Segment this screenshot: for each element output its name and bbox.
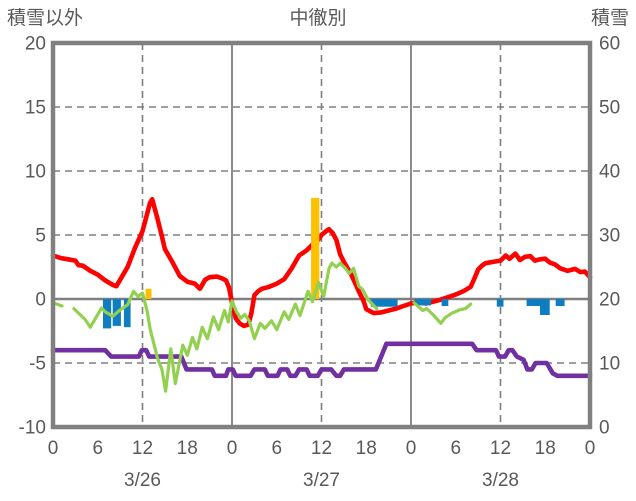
plot-border — [50, 40, 593, 430]
x-axis-tick-label: 0 — [48, 438, 59, 459]
blue-bars-bar — [441, 299, 449, 306]
right-axis-title: 積雪 — [590, 8, 629, 29]
x-axis-tick-label: 6 — [271, 438, 282, 459]
right-axis-tick-label: 0 — [599, 418, 610, 439]
right-axis-tick-label: 10 — [599, 354, 620, 375]
blue-bars-bar — [540, 299, 550, 315]
right-axis-tick-label: 40 — [599, 162, 620, 183]
left-axis-tick-label: 15 — [25, 98, 46, 119]
x-axis-tick-label: 18 — [356, 438, 377, 459]
chart-title: 中徹別 — [289, 8, 347, 29]
x-axis-tick-label: 0 — [227, 438, 238, 459]
x-axis-tick-label: 12 — [132, 438, 153, 459]
x-axis-tick-label: 18 — [535, 438, 556, 459]
x-axis-tick-label: 6 — [92, 438, 103, 459]
x-axis-tick-label: 0 — [585, 438, 596, 459]
left-axis-tick-label: 10 — [25, 162, 46, 183]
right-axis-tick-label: 20 — [599, 290, 620, 311]
blue-bars-bar — [555, 299, 565, 306]
right-axis-tick-label: 30 — [599, 226, 620, 247]
purple-snow-depth-line — [50, 341, 593, 379]
left-axis-title: 積雪以外 — [7, 8, 84, 29]
x-axis-tick-label: 12 — [311, 438, 332, 459]
x-axis-tick-label: 12 — [490, 438, 511, 459]
green-line — [412, 301, 473, 325]
left-axis-tick-label: 20 — [25, 34, 46, 55]
x-axis-date-label: 3/26 — [124, 470, 161, 491]
blue-bars-bar — [496, 299, 504, 307]
x-axis-tick-label: 0 — [406, 438, 417, 459]
left-axis-tick-label: 0 — [35, 290, 46, 311]
orange-bars-bar — [311, 197, 320, 299]
x-axis-tick-label: 18 — [177, 438, 198, 459]
blue-bars-bar — [370, 299, 398, 307]
x-axis-tick-label: 6 — [450, 438, 461, 459]
x-axis-date-label: 3/27 — [303, 470, 340, 491]
right-axis-tick-label: 60 — [599, 34, 620, 55]
green-line — [72, 261, 379, 393]
orange-bars-bar — [145, 288, 152, 299]
left-axis-tick-label: -5 — [29, 354, 46, 375]
left-axis-tick-label: -10 — [19, 418, 46, 439]
blue-bars-bar — [526, 299, 540, 306]
blue-bars-bar — [123, 299, 131, 328]
x-axis-date-label: 3/28 — [482, 470, 519, 491]
right-axis-tick-label: 50 — [599, 98, 620, 119]
blue-bars-bar — [414, 299, 432, 306]
left-axis-tick-label: 5 — [35, 226, 46, 247]
